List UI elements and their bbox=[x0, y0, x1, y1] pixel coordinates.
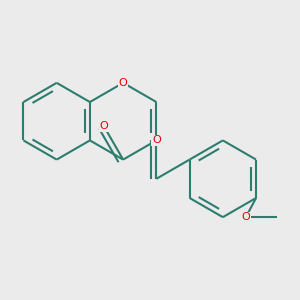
Text: O: O bbox=[152, 135, 161, 146]
Text: O: O bbox=[100, 122, 108, 131]
Text: O: O bbox=[119, 78, 128, 88]
Text: O: O bbox=[242, 212, 250, 222]
